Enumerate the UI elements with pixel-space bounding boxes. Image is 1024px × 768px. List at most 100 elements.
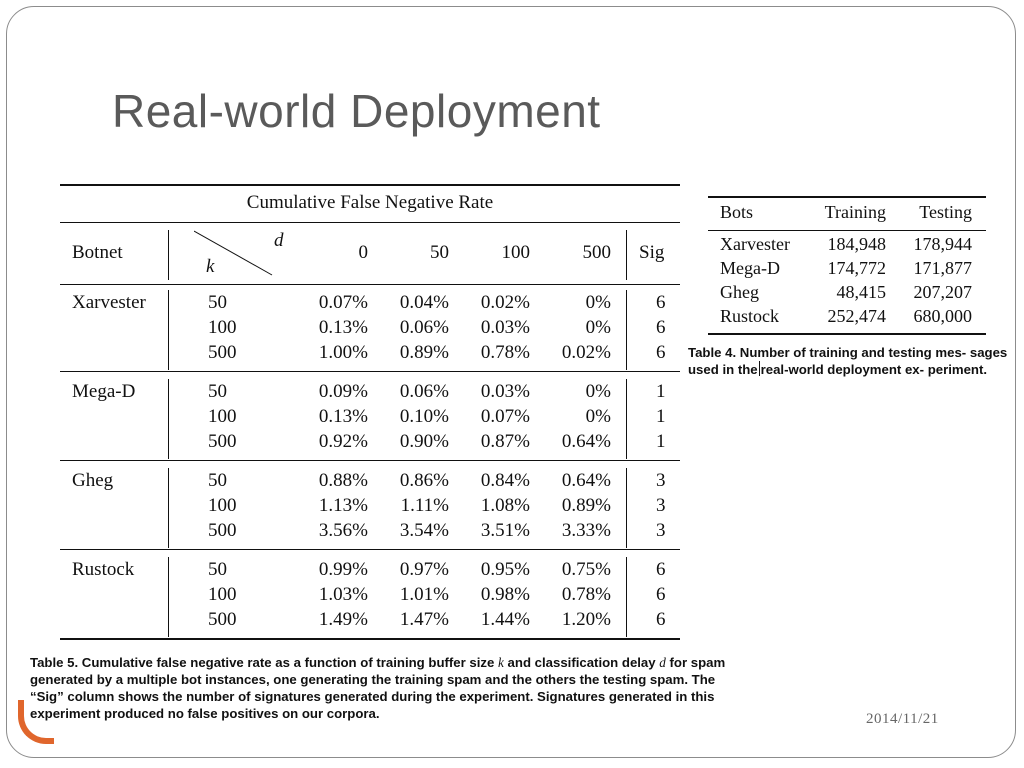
rate-cell: 0.78% — [561, 584, 611, 605]
row-k-value: 100 — [208, 495, 237, 516]
row-k-value: 50 — [208, 559, 227, 580]
slide-title: Real-world Deployment — [112, 85, 601, 137]
row-k-value: 100 — [208, 584, 237, 605]
rate-cell: 0.09% — [318, 381, 368, 402]
rate-cell: 0.13% — [318, 317, 368, 338]
header-bottom-rule — [60, 284, 680, 285]
row-k-value: 50 — [208, 470, 227, 491]
training-testing-table: Bots Training Testing Xarvester 184,948 178,9… — [708, 196, 986, 336]
table4-bot-name: Xarvester — [720, 234, 790, 254]
rate-cell: 1.08% — [480, 495, 530, 516]
rate-cell: 1.47% — [399, 609, 449, 630]
rate-cell: 0.89% — [561, 495, 611, 516]
sig-cell: 6 — [656, 559, 666, 580]
row-k-value: 100 — [208, 317, 237, 338]
rate-cell: 0% — [585, 292, 611, 313]
decorative-corner-arc — [18, 700, 54, 744]
rate-cell: 3.56% — [318, 520, 368, 541]
rate-cell: 0.02% — [480, 292, 530, 313]
header-sig: Sig — [639, 242, 665, 263]
rate-cell: 0.87% — [480, 431, 530, 452]
rate-cell: 0.92% — [318, 431, 368, 452]
header-col-0: 0 — [358, 242, 369, 263]
rate-cell: 0.07% — [318, 292, 368, 313]
table4-count-cell: 48,415 — [836, 282, 887, 302]
vertical-rule-botnet — [168, 557, 169, 637]
rate-cell: 1.01% — [399, 584, 449, 605]
row-botnet-name: Rustock — [72, 559, 135, 580]
group-rule — [60, 460, 680, 461]
vertical-rule-sig — [626, 290, 627, 370]
rate-cell: 0.75% — [561, 559, 611, 580]
rate-cell: 0.10% — [399, 406, 449, 427]
rate-cell: 0.86% — [399, 470, 449, 491]
rate-cell: 0.89% — [399, 342, 449, 363]
sig-cell: 3 — [656, 470, 666, 491]
table-bottom-rule — [60, 638, 680, 640]
table4-bot-name: Gheg — [720, 282, 759, 302]
sig-cell: 1 — [656, 431, 666, 452]
vertical-rule-sig — [626, 379, 627, 459]
table4-count-cell: 680,000 — [913, 306, 973, 326]
rate-cell: 1.13% — [318, 495, 368, 516]
vertical-rule-sig — [626, 468, 627, 548]
sig-cell: 1 — [656, 381, 666, 402]
vertical-rule-sig — [626, 557, 627, 637]
rate-cell: 0.95% — [480, 559, 530, 580]
table4-header-bots: Bots — [720, 202, 754, 222]
table4-count-cell: 178,944 — [913, 234, 973, 254]
header-col-500: 500 — [582, 242, 612, 263]
rate-cell: 0% — [585, 317, 611, 338]
rate-cell: 1.44% — [480, 609, 530, 630]
rate-cell: 0% — [585, 406, 611, 427]
vertical-rule-botnet — [168, 230, 169, 280]
rate-cell: 0.64% — [561, 470, 611, 491]
sig-cell: 1 — [656, 406, 666, 427]
table4-count-cell: 174,772 — [827, 258, 887, 278]
rate-cell: 1.00% — [318, 342, 368, 363]
rate-cell: 0.04% — [399, 292, 449, 313]
vertical-rule-sig — [626, 230, 627, 280]
sig-cell: 6 — [656, 584, 666, 605]
row-k-value: 500 — [208, 342, 237, 363]
table4-count-cell: 207,207 — [913, 282, 973, 302]
rate-cell: 0.97% — [399, 559, 449, 580]
rate-cell: 1.03% — [318, 584, 368, 605]
header-k: k — [206, 256, 215, 277]
table5-caption: Table 5. Cumulative false negative rate … — [30, 655, 726, 721]
table4-caption: Table 4. Number of training and testing … — [688, 345, 1008, 377]
table-top-rule — [60, 184, 680, 186]
rate-cell: 0.78% — [480, 342, 530, 363]
vertical-rule-botnet — [168, 290, 169, 370]
rate-cell: 0% — [585, 381, 611, 402]
row-botnet-name: Gheg — [72, 470, 114, 491]
header-diagonal-line — [194, 230, 273, 276]
row-k-value: 500 — [208, 520, 237, 541]
rate-cell: 3.33% — [561, 520, 611, 541]
rate-cell: 0.88% — [318, 470, 368, 491]
rate-cell: 1.49% — [318, 609, 368, 630]
row-k-value: 50 — [208, 292, 227, 313]
rate-cell: 0.02% — [561, 342, 611, 363]
table-title-rule — [60, 222, 680, 223]
table4-bot-name: Rustock — [720, 306, 780, 326]
table4-bot-name: Mega-D — [720, 258, 780, 278]
header-d: d — [274, 230, 284, 251]
rate-cell: 0.06% — [399, 381, 449, 402]
rate-cell: 0.90% — [399, 431, 449, 452]
row-k-value: 500 — [208, 431, 237, 452]
table4-count-cell: 171,877 — [913, 258, 973, 278]
vertical-rule-botnet — [168, 468, 169, 548]
row-botnet-name: Xarvester — [72, 292, 146, 313]
sig-cell: 6 — [656, 609, 666, 630]
slide-date: 2014/11/21 — [866, 711, 939, 727]
sig-cell: 6 — [656, 292, 666, 313]
row-k-value: 100 — [208, 406, 237, 427]
rate-cell: 0.13% — [318, 406, 368, 427]
table-title: Cumulative False Negative Rate — [246, 192, 494, 213]
rate-cell: 0.99% — [318, 559, 368, 580]
rate-cell: 0.84% — [480, 470, 530, 491]
rate-cell: 1.20% — [561, 609, 611, 630]
group-rule — [60, 549, 680, 550]
rate-cell: 0.03% — [480, 381, 530, 402]
